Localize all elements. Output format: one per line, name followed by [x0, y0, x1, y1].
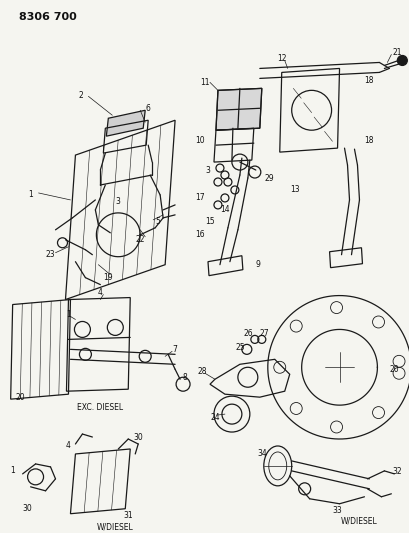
Text: 18: 18 — [364, 136, 373, 144]
Text: 5: 5 — [155, 217, 160, 227]
Text: 16: 16 — [195, 230, 204, 239]
Text: 20: 20 — [16, 393, 25, 402]
Text: 26: 26 — [243, 329, 252, 338]
Text: 4: 4 — [98, 288, 103, 297]
Circle shape — [396, 55, 406, 66]
Text: 17: 17 — [195, 193, 204, 203]
Text: 2: 2 — [78, 91, 83, 100]
Text: 25: 25 — [234, 343, 244, 352]
Text: 8306 700: 8306 700 — [18, 12, 76, 22]
Text: 14: 14 — [220, 205, 229, 214]
Polygon shape — [216, 88, 261, 130]
Text: 12: 12 — [276, 54, 286, 63]
Text: 22: 22 — [135, 235, 145, 244]
Text: 34: 34 — [256, 449, 266, 458]
Text: 27: 27 — [259, 329, 269, 338]
Polygon shape — [106, 110, 145, 136]
Text: 24: 24 — [210, 413, 219, 422]
Text: W/DIESEL: W/DIESEL — [340, 516, 377, 525]
Text: 21: 21 — [392, 48, 401, 57]
Text: 29: 29 — [264, 174, 274, 182]
Text: 3: 3 — [116, 197, 120, 206]
Text: 10: 10 — [195, 136, 204, 144]
Text: 6: 6 — [146, 104, 150, 113]
Text: 11: 11 — [200, 78, 209, 87]
Text: 20: 20 — [389, 365, 398, 374]
Text: 31: 31 — [123, 511, 133, 520]
Text: 30: 30 — [133, 432, 143, 441]
Text: 7: 7 — [172, 345, 177, 354]
Text: W/DIESEL: W/DIESEL — [97, 522, 133, 531]
Text: 18: 18 — [364, 76, 373, 85]
Text: 33: 33 — [332, 506, 342, 515]
Text: 28: 28 — [197, 367, 206, 376]
Text: 23: 23 — [45, 250, 55, 259]
Text: 1: 1 — [10, 466, 15, 475]
Text: 4: 4 — [66, 441, 71, 450]
Text: 9: 9 — [255, 260, 260, 269]
Text: 15: 15 — [204, 217, 214, 227]
Text: 30: 30 — [22, 504, 32, 513]
Text: 3: 3 — [205, 166, 210, 174]
Text: 19: 19 — [103, 273, 113, 282]
Text: EXC. DIESEL: EXC. DIESEL — [77, 402, 123, 411]
Text: 13: 13 — [289, 185, 299, 195]
Text: 8: 8 — [182, 373, 187, 382]
Text: 1: 1 — [66, 310, 71, 319]
Text: 1: 1 — [28, 190, 33, 199]
Text: 32: 32 — [391, 467, 401, 477]
